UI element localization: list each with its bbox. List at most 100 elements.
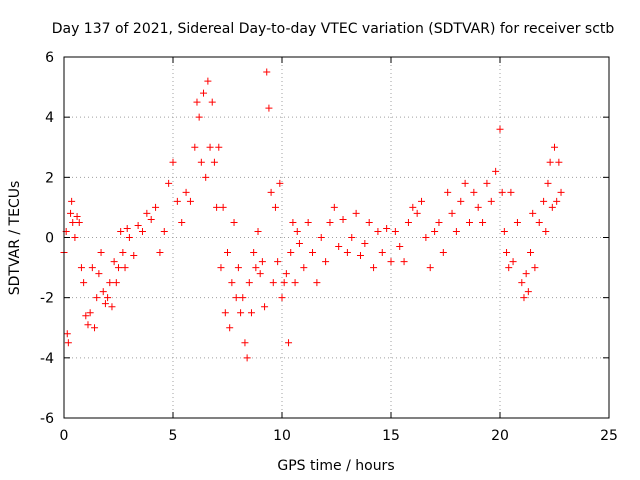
data-point [343, 249, 351, 257]
data-point [282, 270, 290, 278]
y-tick-label: 2 [45, 170, 54, 186]
data-point [232, 294, 240, 302]
data-point [215, 143, 223, 151]
data-point [71, 234, 79, 241]
data-point [452, 227, 460, 235]
data-point [287, 249, 295, 257]
data-point [160, 227, 168, 235]
data-point [250, 249, 258, 257]
data-point [492, 167, 500, 175]
data-point [513, 218, 521, 226]
y-axis-label: SDTVAR / TECUs [7, 181, 23, 296]
data-point [439, 249, 447, 257]
data-point [213, 203, 221, 211]
data-point [527, 249, 535, 257]
data-point [300, 264, 308, 272]
data-point [195, 113, 203, 121]
data-point [182, 188, 190, 196]
data-point [531, 264, 539, 272]
data-point [156, 249, 164, 257]
data-point [400, 258, 408, 266]
data-point [304, 218, 312, 226]
data-point [548, 203, 556, 211]
data-point [465, 218, 473, 226]
x-axis-label: GPS time / hours [277, 458, 394, 474]
data-point [544, 179, 552, 187]
y-tick-label: 0 [45, 231, 54, 247]
data-point [191, 143, 199, 151]
data-point [313, 279, 321, 287]
data-point [474, 203, 482, 211]
data-point [546, 158, 554, 166]
data-point [409, 203, 417, 211]
data-point [247, 309, 255, 317]
x-tick-label: 5 [169, 428, 178, 444]
data-point [239, 294, 247, 302]
data-point [200, 89, 208, 97]
data-point [97, 249, 105, 257]
data-point [374, 227, 382, 235]
data-point [226, 324, 234, 332]
data-point [88, 264, 96, 272]
data-point [326, 218, 334, 226]
data-point [245, 279, 253, 287]
y-tick-label: 4 [45, 110, 54, 126]
data-point [230, 218, 238, 226]
data-point [505, 264, 513, 272]
data-point [426, 264, 434, 272]
data-point [540, 197, 548, 205]
y-tick-labels: -6 -4 -2 0 2 4 6 [40, 50, 54, 427]
data-point [256, 270, 264, 278]
data-point [487, 197, 495, 205]
data-point [387, 258, 395, 266]
data-point [123, 224, 131, 232]
data-point [553, 197, 561, 205]
data-point [80, 279, 88, 287]
data-point [448, 209, 456, 217]
data-point [64, 339, 72, 347]
data-point [507, 188, 515, 196]
data-point [193, 98, 201, 106]
data-point [365, 218, 373, 226]
data-point [69, 218, 77, 226]
data-point [119, 249, 127, 257]
data-point [104, 294, 112, 302]
data-point [221, 309, 229, 317]
data-point [322, 258, 330, 266]
data-point [522, 270, 530, 278]
data-point [317, 234, 325, 241]
chart-title: Day 137 of 2021, Sidereal Day-to-day VTE… [52, 21, 615, 37]
data-point [378, 249, 386, 257]
data-point [254, 227, 262, 235]
data-point [383, 224, 391, 232]
data-point [269, 279, 277, 287]
data-point [117, 227, 125, 235]
data-point [356, 252, 364, 260]
data-point [285, 339, 293, 347]
data-point [339, 215, 347, 223]
data-point [444, 188, 452, 196]
data-point [173, 197, 181, 205]
data-point [529, 209, 537, 217]
data-point [147, 215, 155, 223]
data-point [121, 264, 129, 272]
data-point [551, 143, 558, 151]
data-points [60, 68, 565, 362]
data-point [228, 279, 236, 287]
data-point [110, 258, 118, 266]
data-point [208, 98, 216, 106]
data-point [396, 243, 404, 251]
grid-lines [64, 57, 609, 418]
data-point [210, 158, 218, 166]
data-point [258, 258, 266, 266]
data-point [391, 227, 399, 235]
data-point [130, 252, 138, 260]
data-point [293, 227, 301, 235]
data-point [234, 264, 242, 272]
data-point [289, 218, 297, 226]
data-point [555, 158, 563, 166]
y-tick-label: -4 [40, 351, 54, 367]
data-point [99, 288, 107, 296]
data-point [169, 158, 177, 166]
data-point [361, 240, 369, 248]
